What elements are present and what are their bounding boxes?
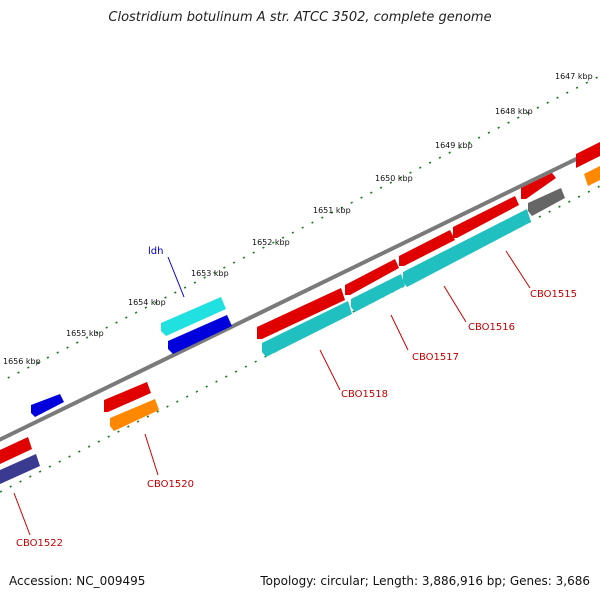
gene-label: CBO1517 xyxy=(412,352,459,363)
gene-label-ldh: ldh xyxy=(148,246,163,257)
gene-feature[interactable] xyxy=(31,394,64,417)
gene-feature[interactable] xyxy=(576,142,600,168)
gene-feature[interactable] xyxy=(399,230,455,266)
gene-feature[interactable] xyxy=(110,399,159,431)
kbp-label: 1651 kbp xyxy=(313,206,351,215)
forward-gene-features xyxy=(0,142,600,464)
gene-feature[interactable] xyxy=(351,274,405,312)
gene-label: CBO1522 xyxy=(16,538,63,549)
gene-feature[interactable] xyxy=(345,259,399,295)
gene-feature[interactable] xyxy=(262,301,352,357)
kbp-label: 1654 kbp xyxy=(128,298,166,307)
gene-feature[interactable] xyxy=(584,166,600,186)
gene-feature[interactable] xyxy=(0,454,40,484)
gene-label: CBO1515 xyxy=(530,289,577,300)
accession-text: Accession: NC_009495 xyxy=(9,574,146,588)
gene-feature[interactable] xyxy=(0,437,32,464)
gene-label: CBO1520 xyxy=(147,479,194,490)
gene-feature[interactable] xyxy=(521,173,556,199)
genome-backbone xyxy=(0,145,600,442)
kbp-label: 1655 kbp xyxy=(66,329,104,338)
kbp-label: 1656 kbp xyxy=(3,357,41,366)
kbp-label: 1653 kbp xyxy=(191,269,229,278)
gene-feature-ldh[interactable] xyxy=(161,297,226,336)
gene-feature[interactable] xyxy=(528,188,565,216)
gene-label: CBO1516 xyxy=(468,322,515,333)
ldh-gene-features xyxy=(31,297,232,417)
kbp-label: 1647 kbp xyxy=(555,72,593,81)
gene-feature[interactable] xyxy=(403,209,531,287)
topology-text: Topology: circular; Length: 3,886,916 bp… xyxy=(260,574,590,588)
gene-feature[interactable] xyxy=(453,196,519,238)
gene-feature[interactable] xyxy=(257,288,345,339)
page-title: Clostridium botulinum A str. ATCC 3502, … xyxy=(108,10,492,25)
gene-feature[interactable] xyxy=(104,382,151,412)
reverse-gene-features xyxy=(0,166,600,484)
kbp-label: 1650 kbp xyxy=(375,174,413,183)
kbp-label: 1648 kbp xyxy=(495,107,533,116)
ldh-leader-line xyxy=(167,256,185,298)
gene-feature[interactable] xyxy=(168,315,232,354)
kbp-label: 1649 kbp xyxy=(435,141,473,150)
gene-label: CBO1518 xyxy=(341,389,388,400)
gene-leader-lines xyxy=(13,250,531,536)
kbp-label: 1652 kbp xyxy=(252,238,290,247)
